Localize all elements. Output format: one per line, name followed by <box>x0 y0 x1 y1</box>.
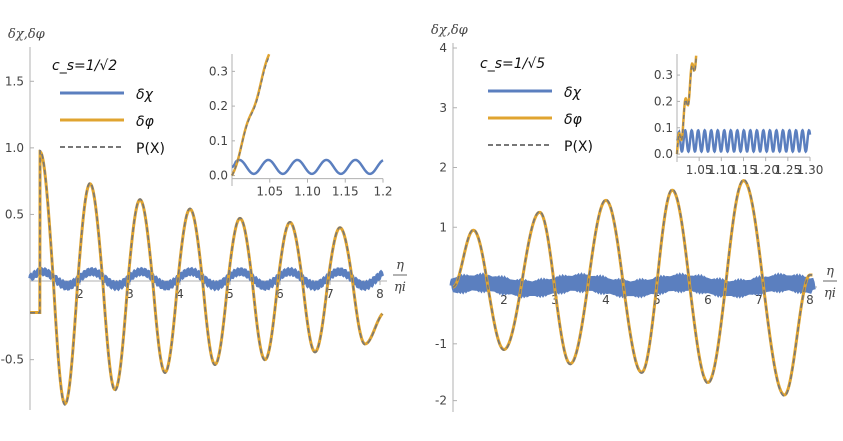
inset-line-px <box>676 57 697 155</box>
y-tick-label: 0.5 <box>5 207 24 221</box>
x-axis-label-den: ηi <box>824 286 836 301</box>
series-line-px <box>452 178 813 397</box>
inset-y-tick-label: 0.0 <box>654 147 673 161</box>
x-axis-label-num: η <box>826 264 834 279</box>
x-axis-label-num: η <box>396 258 404 273</box>
inset-x-tick-label: 1.05 <box>686 163 713 177</box>
cs-annotation: c_s=1/√2 <box>52 58 117 74</box>
inset-y-tick-label: 0.0 <box>209 169 228 183</box>
inset-y-tick-label: 0.3 <box>654 68 673 82</box>
y-tick-label: 3 <box>439 101 447 115</box>
legend-label: δχ <box>564 85 582 101</box>
inset-x-tick-label: 1.20 <box>752 163 779 177</box>
y-axis-label: δχ,δφ <box>431 23 469 38</box>
x-tick-label: 5 <box>226 287 234 301</box>
legend-label: δχ <box>136 87 154 103</box>
y-tick-label: -0.5 <box>1 353 24 367</box>
x-tick-label: 3 <box>126 287 134 301</box>
x-tick-label: 8 <box>806 293 814 307</box>
x-tick-label: 4 <box>176 287 184 301</box>
inset-x-tick-label: 1.10 <box>294 185 321 199</box>
x-tick-label: 8 <box>376 287 384 301</box>
chart-panel-1: 2 3 4 5 6 7 8 -0.5 0.5 1.0 1.5 δχ,δφ η ηi c_s=1/√2 δχ δφ… <box>1 27 407 410</box>
y-tick-label: 2 <box>439 161 447 175</box>
inset-x-tick-label: 1.10 <box>708 163 735 177</box>
inset-y-tick-label: 0.1 <box>654 121 673 135</box>
legend-label: P(X) <box>136 141 165 157</box>
x-tick-label: 5 <box>653 293 661 307</box>
y-tick-label: -1 <box>435 337 447 351</box>
legend-label: δφ <box>564 112 583 128</box>
x-axis-label-den: ηi <box>394 280 406 295</box>
inset-x-tick-label: 1.25 <box>774 163 801 177</box>
x-tick-label: 7 <box>755 293 763 307</box>
inset-y-tick-label: 0.3 <box>209 64 228 78</box>
y-tick-label: 1 <box>439 220 447 234</box>
y-axis-label: δχ,δφ <box>8 27 46 42</box>
chart-panel-2: 2 3 4 5 6 7 8-2-11234δχ,δφηηic_s=1/√5δχδφP(X)1… <box>431 23 837 412</box>
y-tick-label: 4 <box>439 41 447 55</box>
y-tick-label: 1.0 <box>5 141 24 155</box>
inset-y-tick-label: 0.2 <box>654 94 673 108</box>
legend-label: δφ <box>136 114 155 130</box>
x-tick-label: 6 <box>704 293 712 307</box>
inset-x-tick-label: 1.15 <box>730 163 757 177</box>
inset-background <box>232 54 383 186</box>
x-tick-label: 2 <box>500 293 508 307</box>
inset-panel: 1.05 1.10 1.15 1.2 0.0 0.1 0.2 0.3 <box>209 53 393 199</box>
inset-y-tick-label: 0.1 <box>209 134 228 148</box>
inset-x-tick-label: 1.30 <box>797 163 824 177</box>
inset-panel: 1.051.101.151.201.251.30 0.0 0.1 0.2 0.3 <box>654 54 823 177</box>
inset-y-tick-label: 0.2 <box>209 99 228 113</box>
x-tick-label: 7 <box>326 287 334 301</box>
inset-line-delta-chi <box>676 128 812 154</box>
y-tick-label: -2 <box>435 394 447 408</box>
series-line-delta-chi <box>449 272 816 299</box>
inset-line-delta-chi <box>231 158 384 176</box>
x-tick-label: 6 <box>276 287 284 301</box>
inset-x-tick-label: 1.2 <box>373 185 392 199</box>
series-line-delta-chi <box>28 266 385 292</box>
legend-label: P(X) <box>564 139 593 155</box>
series-line-px <box>30 149 384 406</box>
inset-x-tick-label: 1.05 <box>256 185 283 199</box>
cs-annotation: c_s=1/√5 <box>480 56 545 72</box>
inset-line-px <box>231 56 270 176</box>
y-tick-label: 1.5 <box>5 74 24 88</box>
x-tick-label: 4 <box>602 293 610 307</box>
inset-x-tick-label: 1.15 <box>332 185 359 199</box>
x-tick-label: 2 <box>76 287 84 301</box>
